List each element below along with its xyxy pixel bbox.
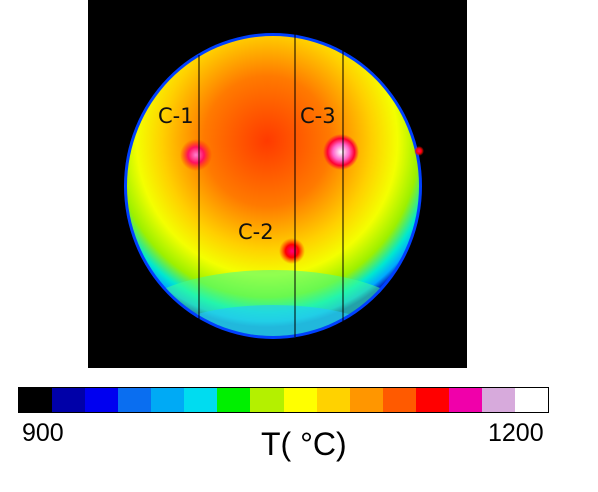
colorbar-max-label: 1200 (488, 419, 544, 447)
colorbar-swatch-5 (184, 388, 218, 412)
colorbar-min-label: 900 (22, 419, 64, 447)
colorbar-swatch-2 (85, 388, 119, 412)
colorbar-swatch-1 (52, 388, 86, 412)
thermal-disk (124, 30, 424, 339)
colorbar-swatch-3 (118, 388, 152, 412)
colorbar-swatch-4 (151, 388, 185, 412)
colorbar-unit-label: T( °C) (261, 426, 347, 462)
marker-label-c3: C-3 (300, 104, 336, 128)
marker-label-c1: C-1 (158, 104, 194, 128)
colorbar-swatch-7 (250, 388, 284, 412)
thermal-image (88, 0, 467, 368)
colorbar-swatch-14 (481, 388, 515, 412)
colorbar-swatch-15 (514, 388, 548, 412)
marker-label-c2: C-2 (238, 220, 274, 244)
colorbar-swatch-12 (415, 388, 449, 412)
disk-body (127, 36, 419, 336)
colorbar-swatch-10 (349, 388, 383, 412)
colorbar-swatch-0 (19, 388, 53, 412)
colorbar-swatch-8 (283, 388, 317, 412)
hotspot-c2 (279, 238, 305, 264)
colorbar-swatch-11 (382, 388, 416, 412)
hotspot-c1 (180, 139, 212, 171)
edge-hotspot (414, 146, 424, 156)
hotspot-c3 (323, 134, 359, 170)
colorbar-swatch-13 (448, 388, 482, 412)
colorbar-swatch-6 (217, 388, 251, 412)
colorbar-swatch-9 (316, 388, 350, 412)
temperature-colorbar (18, 387, 549, 413)
